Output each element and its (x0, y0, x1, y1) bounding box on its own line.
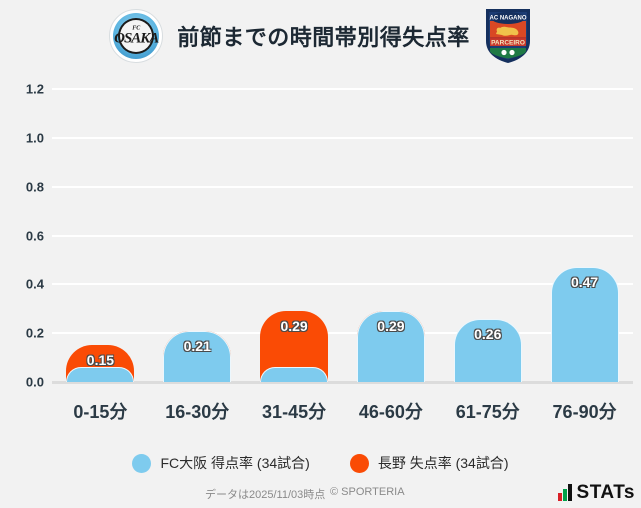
bar-fcosaka-scored[interactable]: 0.29 (356, 311, 425, 382)
bar-fcosaka-scored[interactable]: 0.47 (550, 267, 619, 382)
x-axis-labels: 0-15分 16-30分 31-45分 46-60分 61-75分 76-90分 (52, 398, 633, 428)
nagano-shield-svg: AC NAGANO PARCEIRO (485, 9, 530, 63)
bar-value-label: 0.29 (280, 318, 308, 335)
gridline (52, 88, 633, 90)
x-tick-label: 61-75分 (455, 402, 520, 422)
y-tick-label: 0.4 (25, 276, 44, 292)
bar-group[interactable]: 0.15 (66, 89, 135, 382)
bar-value-label: 0.26 (474, 325, 502, 342)
bar-group[interactable]: 0.210.21 (163, 89, 232, 382)
crest-monogram: FC OSAKA (110, 26, 162, 47)
crest-monogram-top: FC (132, 25, 141, 32)
legend-swatch-fc-osaka (132, 453, 152, 473)
svg-text:PARCEIRO: PARCEIRO (491, 40, 525, 47)
bar-fcosaka-scored[interactable] (260, 367, 329, 382)
chart-header: FC OSAKA 前節までの時間帯別得失点率 AC NAGANO PARCEIR… (0, 0, 641, 72)
bar-value-label: 0.15 (86, 352, 115, 369)
bar-value-label: 0.21 (183, 337, 211, 354)
legend-swatch-nagano (349, 453, 369, 473)
gridline (52, 136, 633, 139)
y-tick-label: 0.6 (25, 228, 44, 243)
x-tick-label: 46-60分 (358, 402, 423, 422)
legend-label-nagano: 長野 失点率 (34試合) (377, 455, 509, 471)
bar-group[interactable]: 0.29 (260, 89, 329, 382)
bar-series-container: 0.150.210.210.290.290.290.120.260.290.47 (52, 72, 633, 392)
fc-osaka-crest: FC OSAKA (109, 9, 164, 63)
gridline (52, 283, 633, 286)
bar-group[interactable]: 0.290.47 (550, 89, 619, 382)
plot-area: 0.00.20.40.60.81.01.2 0.150.210.210.290.… (0, 72, 641, 392)
stats-bars-icon (557, 484, 572, 501)
legend-label-fc-osaka: FC大阪 得点率 (34試合) (160, 455, 310, 471)
x-tick-label: 31-45分 (262, 402, 327, 422)
bar-fcosaka-scored[interactable]: 0.21 (163, 330, 232, 382)
gridline (52, 381, 633, 384)
gridline (52, 332, 633, 335)
bar-fcosaka-scored[interactable]: 0.26 (453, 318, 522, 382)
crest-inner-disc (120, 20, 153, 52)
y-tick-label: 0.2 (25, 325, 44, 341)
chart-footer: データは2025/11/03時点 © SPORTERIA STATs (0, 482, 641, 508)
y-tick-label: 0.0 (25, 374, 44, 390)
y-tick-label: 0.8 (25, 179, 44, 195)
ac-nagano-parceiro-crest: AC NAGANO PARCEIRO (484, 7, 532, 65)
gridline (52, 234, 633, 237)
copyright-text: © SPORTERIA (330, 486, 405, 498)
x-tick-label: 0-15分 (73, 402, 128, 422)
stats-wordmark: STATs (576, 482, 635, 503)
chart-title: 前節までの時間帯別得失点率 (177, 25, 470, 50)
crest-monogram-main: OSAKA (114, 30, 159, 47)
svg-text:AC NAGANO: AC NAGANO (489, 16, 526, 22)
legend-item-nagano[interactable]: 長野 失点率 (34試合) (349, 453, 509, 473)
x-tick-label: 76-90分 (552, 402, 617, 422)
y-tick-label: 1.2 (25, 81, 44, 97)
legend-item-fc-osaka[interactable]: FC大阪 得点率 (34試合) (132, 453, 310, 473)
y-tick-label: 1.0 (25, 130, 44, 146)
bar-fcosaka-scored[interactable] (66, 367, 135, 382)
stats-brand-logo: STATs (557, 482, 635, 503)
bar-group[interactable]: 0.290.29 (356, 89, 425, 382)
bar-value-label: 0.47 (570, 274, 599, 291)
gridline (52, 185, 633, 188)
chart-legend: FC大阪 得点率 (34試合) 長野 失点率 (34試合) (0, 448, 641, 478)
x-tick-label: 16-30分 (165, 402, 230, 422)
data-timestamp: データは2025/11/03時点 (205, 489, 326, 501)
bar-group[interactable]: 0.120.26 (453, 89, 522, 382)
bar-value-label: 0.29 (377, 318, 405, 335)
